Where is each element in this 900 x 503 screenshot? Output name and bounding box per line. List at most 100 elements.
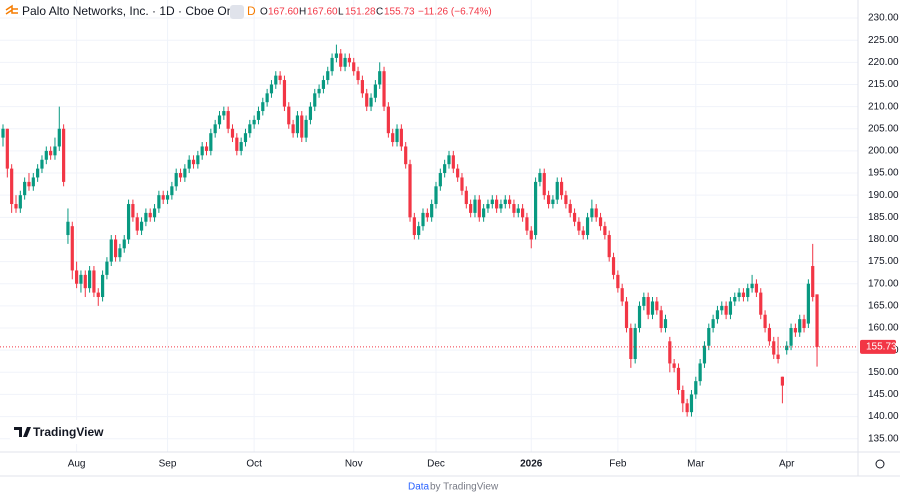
candle-body — [572, 212, 577, 222]
candle-body — [815, 294, 819, 347]
candle-body — [161, 195, 165, 200]
candle-body — [209, 133, 213, 151]
candle-body — [663, 319, 668, 329]
candles — [1, 44, 819, 417]
candle-body — [369, 97, 373, 107]
last-price-label: 155.73 — [866, 342, 897, 353]
candle-body — [308, 106, 313, 120]
candle-body — [113, 239, 118, 258]
settings-icon[interactable] — [875, 459, 885, 469]
candle-body — [711, 319, 715, 329]
footer-by: by TradingView — [430, 482, 499, 493]
candle-body — [581, 230, 585, 236]
x-tick-label: Dec — [427, 459, 445, 470]
candle-body — [529, 230, 533, 240]
candle-body — [642, 297, 646, 306]
candle-body — [265, 93, 269, 103]
candle-body — [287, 106, 291, 125]
candle-body — [611, 257, 616, 275]
candle-body — [174, 173, 178, 187]
last-price-box — [860, 339, 896, 354]
candle-body — [780, 376, 784, 386]
candle-body — [417, 226, 421, 236]
candle-body — [14, 204, 18, 209]
candle-body — [633, 328, 637, 360]
candle-body — [269, 84, 274, 94]
candle-body — [720, 305, 724, 311]
candle-body — [460, 177, 464, 191]
candle-body — [590, 208, 594, 218]
candle-body — [62, 128, 66, 182]
y-tick-label: 165.00 — [868, 301, 899, 312]
o-label: O — [260, 7, 268, 18]
candle-body — [802, 319, 806, 329]
y-tick-label: 215.00 — [868, 79, 899, 90]
y-tick-label: 230.00 — [868, 13, 899, 24]
candle-body — [378, 71, 382, 85]
candle-body — [170, 186, 174, 196]
y-tick-label: 225.00 — [868, 35, 899, 46]
candle-body — [408, 164, 412, 218]
candle-body — [235, 137, 239, 151]
x-tick-label: Aug — [68, 459, 86, 470]
candle-body — [495, 199, 499, 209]
candle-body — [291, 124, 295, 134]
candle-body — [490, 199, 494, 205]
candle-body — [559, 181, 564, 196]
candle-body — [40, 159, 44, 169]
candle-body — [629, 328, 633, 360]
candle-body — [430, 204, 434, 218]
candle-body — [694, 381, 698, 395]
candle-body — [274, 75, 278, 85]
y-tick-label: 175.00 — [868, 256, 899, 267]
candle-body — [399, 128, 403, 147]
candle-body — [482, 208, 486, 218]
candle-body — [79, 274, 83, 284]
candle-body — [183, 168, 187, 178]
candle-body — [126, 204, 131, 240]
candle-body — [473, 199, 477, 213]
x-tick-label: 2026 — [520, 459, 543, 470]
candle-body — [759, 292, 763, 315]
symbol[interactable]: Palo Alto Networks, Inc. · 1D · Cboe One — [22, 4, 240, 18]
candle-body — [698, 363, 702, 382]
candle-body — [512, 204, 516, 213]
candle-body — [382, 71, 386, 107]
y-tick-label: 145.00 — [868, 389, 899, 400]
h-label: H — [299, 7, 306, 18]
candle-body — [330, 57, 334, 72]
candle-body — [27, 181, 31, 187]
candle-body — [486, 204, 490, 209]
symbol-icon — [5, 4, 18, 15]
candle-body — [637, 305, 642, 329]
candle-body — [533, 181, 538, 236]
eye-toggle[interactable] — [230, 5, 244, 19]
y-tick-label: 220.00 — [868, 57, 899, 68]
candle-body — [577, 221, 581, 231]
candle-body — [352, 62, 356, 72]
candle-body — [785, 345, 789, 351]
candle-body — [594, 208, 598, 218]
candle-body — [295, 115, 300, 134]
candle-body — [689, 394, 694, 413]
candle-body — [217, 115, 222, 125]
footer-data[interactable]: Data — [408, 482, 430, 493]
x-tick-label: Mar — [687, 459, 705, 470]
logo[interactable]: TradingView — [8, 420, 104, 444]
candle-body — [754, 283, 759, 293]
candle-body — [243, 133, 248, 143]
candle-body — [508, 199, 512, 205]
c-value: 155.73 — [384, 7, 415, 18]
candle-body — [105, 261, 109, 275]
candle-body — [300, 115, 304, 138]
candle-body — [464, 190, 468, 205]
candle-body — [57, 128, 61, 147]
candle-body — [139, 221, 144, 231]
candle-body — [746, 288, 750, 298]
candle-body — [676, 367, 681, 391]
candle-body — [620, 288, 624, 302]
candle-body — [226, 111, 230, 129]
candle-body — [624, 301, 629, 329]
candle-body — [456, 168, 460, 178]
candle-body — [395, 128, 399, 143]
